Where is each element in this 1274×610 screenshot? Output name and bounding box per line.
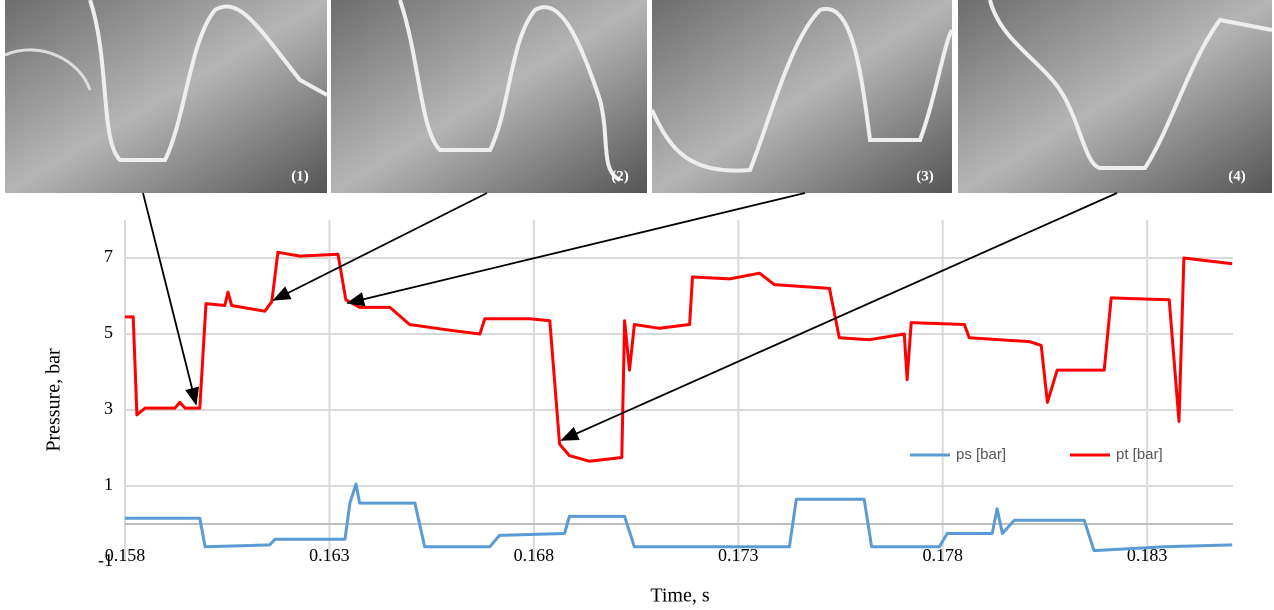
photo: (4) — [958, 0, 1273, 193]
photo-label: (4) — [1228, 168, 1246, 184]
x-tick-label: 0.173 — [718, 545, 759, 565]
x-tick-label: 0.178 — [922, 545, 963, 565]
y-axis-title: Pressure, bar — [43, 348, 65, 452]
data-line — [125, 250, 1233, 463]
photo: (2) — [331, 0, 647, 193]
photo: (1) — [4, 0, 328, 193]
data-line — [125, 482, 1233, 553]
arrows — [142, 192, 1118, 441]
legend-label: pt [bar] — [1116, 446, 1163, 463]
legend-item: pt [bar] — [1070, 446, 1163, 463]
x-tick-label: 0.183 — [1127, 545, 1168, 565]
y-tick-label: 1 — [104, 474, 113, 494]
photo-label: (1) — [291, 168, 309, 184]
y-tick-label: 3 — [104, 398, 113, 418]
y-tick-label: 5 — [104, 322, 113, 342]
legend-item: ps [bar] — [910, 446, 1006, 463]
x-axis-title: Time, s — [650, 585, 710, 607]
arrow — [142, 192, 200, 406]
photo-label: (2) — [611, 168, 629, 184]
x-tick-label: 0.158 — [105, 545, 146, 565]
x-tick-label: 0.163 — [309, 545, 350, 565]
y-tick-label: 7 — [104, 246, 113, 266]
arrow — [346, 192, 806, 307]
arrow — [560, 192, 1118, 441]
photo-label: (3) — [916, 168, 934, 184]
y-tick-label: -1 — [98, 550, 113, 570]
photo: (3) — [650, 0, 954, 193]
photo-strip: (1) (2) (3) (4) — [4, 0, 1273, 193]
x-tick-label: 0.168 — [514, 545, 555, 565]
plot: -1 1 3 5 7 0.158 0.163 0.168 0.173 0.178 0.183 ps [… — [98, 220, 1233, 570]
legend-label: ps [bar] — [956, 446, 1006, 463]
arrow — [272, 192, 488, 301]
